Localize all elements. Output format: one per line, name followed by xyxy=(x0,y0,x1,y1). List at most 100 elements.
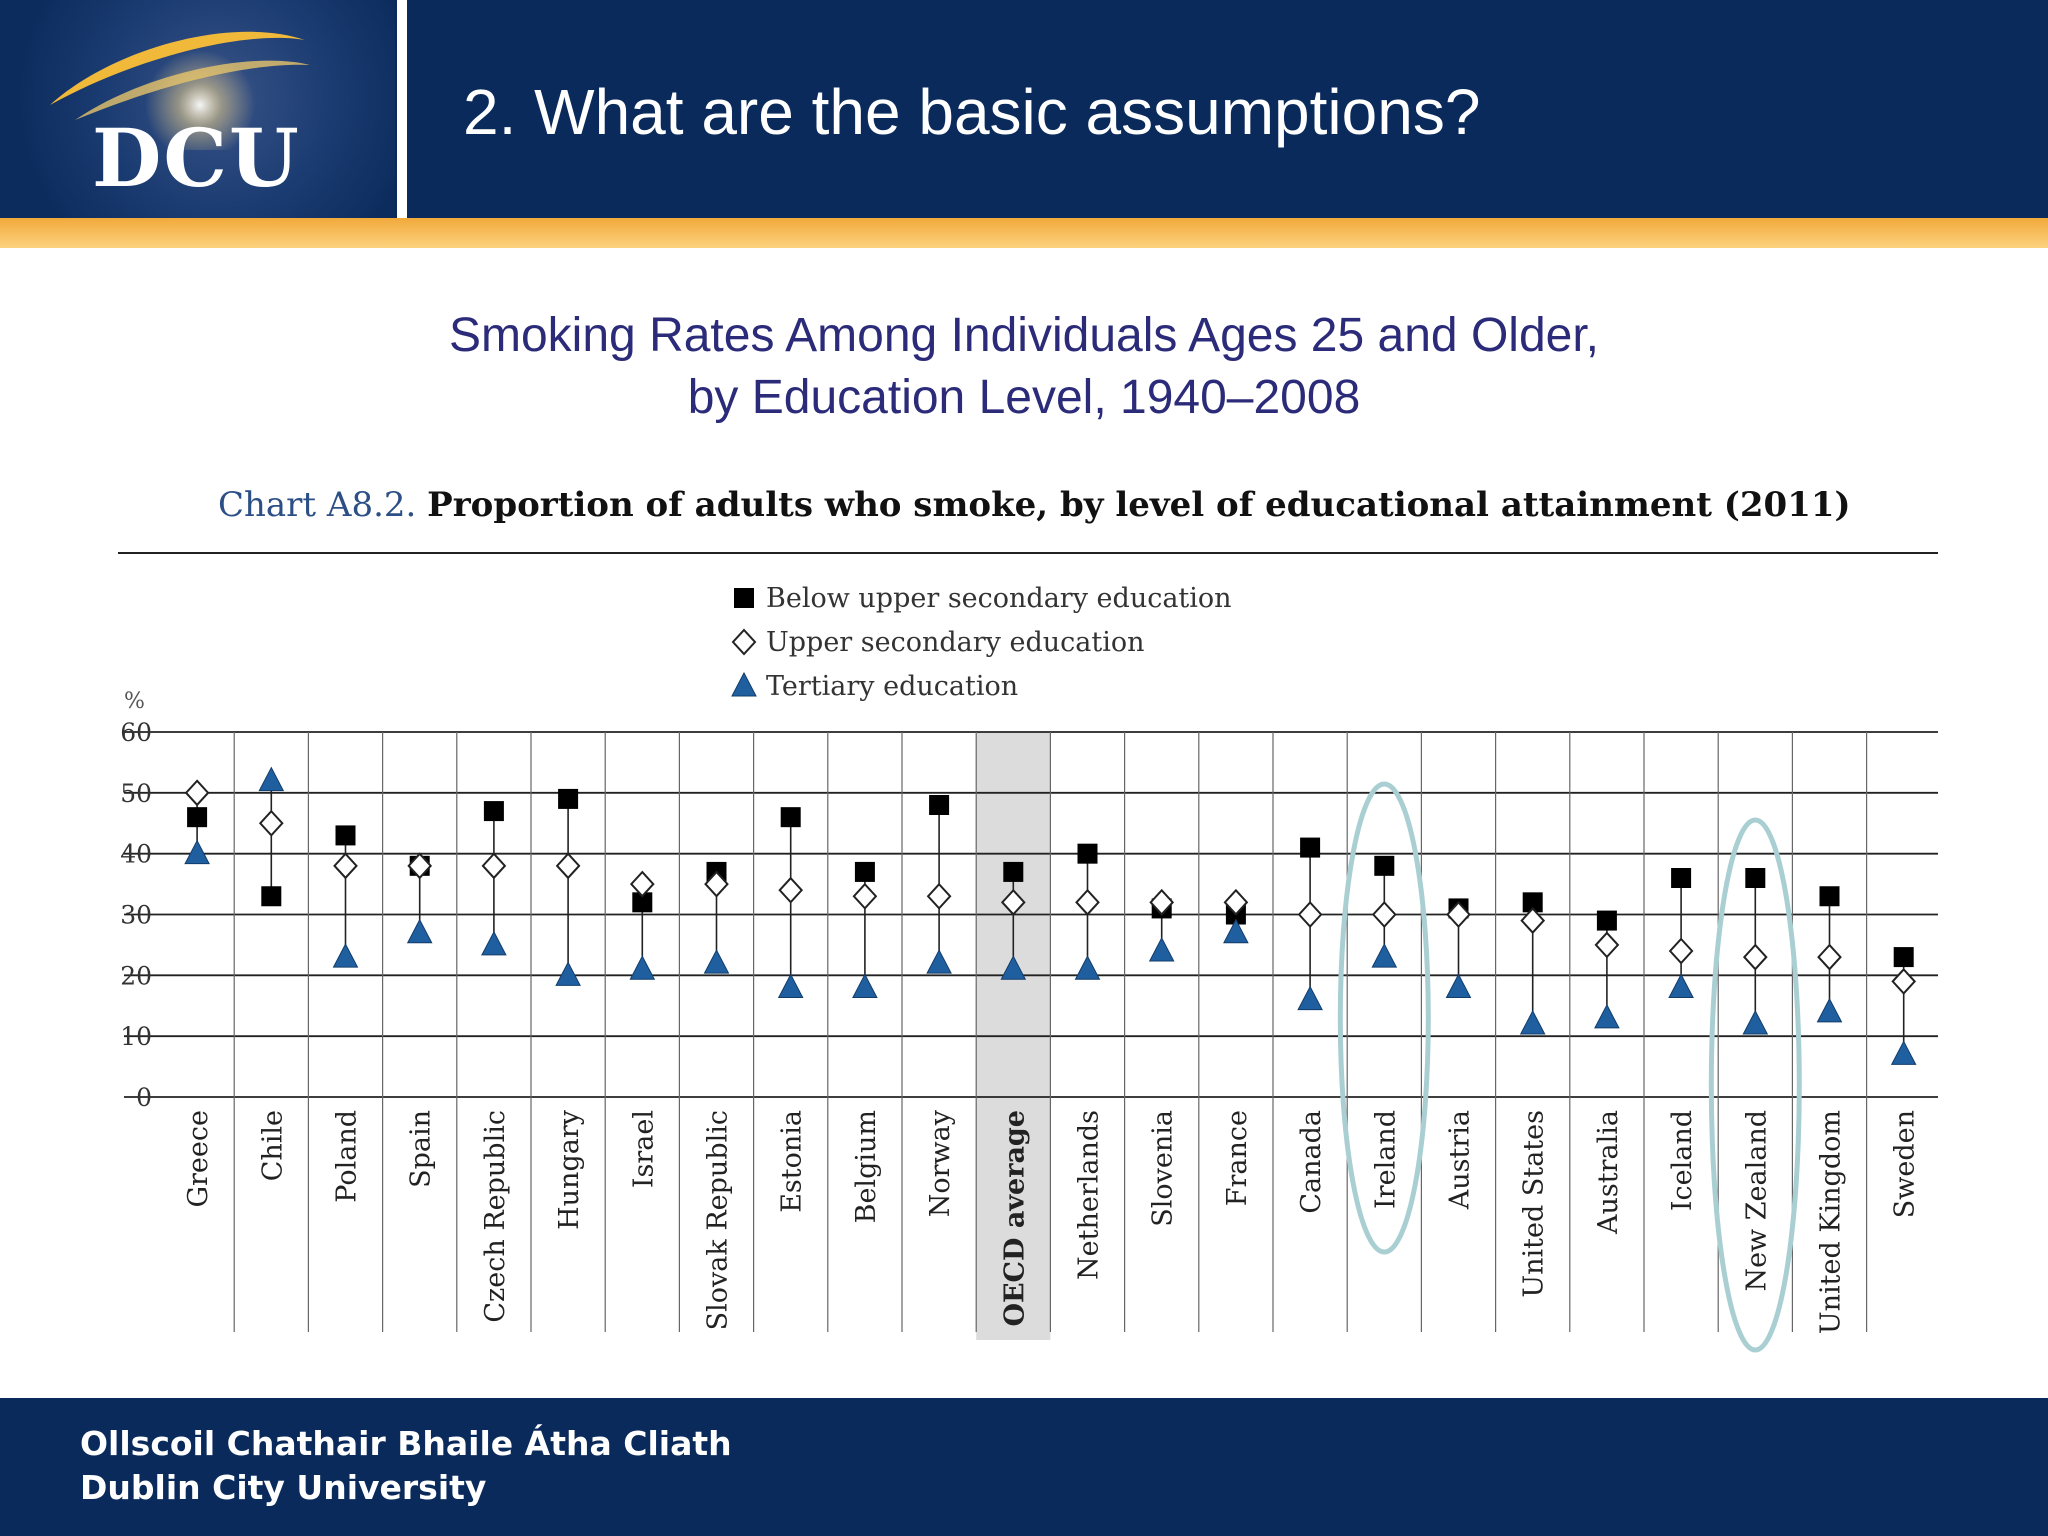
legend-label-tertiary-education: Tertiary education xyxy=(766,671,1018,702)
legend-marker-tertiary-education xyxy=(731,671,757,697)
below-upper-secondary-education-point-czech-republic xyxy=(483,801,504,822)
category-label-france: France xyxy=(1222,1110,1253,1206)
upper-secondary-education-point-spain xyxy=(407,852,433,880)
tertiary-education-point-australia xyxy=(1594,1003,1620,1029)
tertiary-education-point-austria xyxy=(1445,973,1472,998)
upper-secondary-education-point-czech-republic xyxy=(481,852,507,880)
below-upper-secondary-education-point-norway xyxy=(929,795,950,815)
tertiary-education-point-new-zealand xyxy=(1742,1009,1769,1035)
tertiary-education-point-slovak-republic xyxy=(703,949,730,974)
category-label-united-states: United States xyxy=(1519,1110,1550,1298)
category-label-new-zealand: New Zealand xyxy=(1741,1110,1772,1292)
ytick-label-50: 50 xyxy=(120,779,152,808)
tertiary-education-point-sweden xyxy=(1890,1040,1917,1065)
category-label-canada: Canada xyxy=(1296,1110,1327,1214)
legend-marker-upper-secondary-education xyxy=(731,628,757,656)
tertiary-education-point-israel xyxy=(629,955,656,980)
ytick-label-30: 30 xyxy=(120,901,152,930)
upper-secondary-education-point-norway xyxy=(926,882,952,910)
ytick-label-60: 60 xyxy=(120,718,152,747)
category-label-austria: Austria xyxy=(1445,1110,1476,1210)
upper-secondary-education-point-greece xyxy=(184,779,210,807)
upper-secondary-education-point-israel xyxy=(629,870,655,898)
below-upper-secondary-education-point-new-zealand xyxy=(1745,868,1766,888)
below-upper-secondary-education-point-canada xyxy=(1300,837,1321,858)
tertiary-education-point-united-states xyxy=(1519,1009,1546,1035)
ytick-label-10: 10 xyxy=(120,1022,152,1051)
slide-title: 2. What are the basic assumptions? xyxy=(463,76,1481,148)
logo-swoosh-icon xyxy=(50,31,310,150)
upper-secondary-education-point-sweden xyxy=(1891,967,1917,995)
upper-secondary-education-point-france xyxy=(1223,888,1249,916)
below-upper-secondary-education-point-netherlands xyxy=(1077,843,1098,864)
upper-secondary-education-point-poland xyxy=(333,852,358,880)
tertiary-education-point-poland xyxy=(332,943,359,968)
below-upper-secondary-education-point-israel xyxy=(632,892,653,913)
category-label-slovenia: Slovenia xyxy=(1148,1110,1179,1227)
category-label-hungary: Hungary xyxy=(554,1109,585,1230)
tertiary-education-point-oecd-average xyxy=(1000,955,1027,980)
category-label-estonia: Estonia xyxy=(777,1110,808,1213)
logo-text: DCU xyxy=(92,111,301,205)
category-label-sweden: Sweden xyxy=(1890,1110,1921,1218)
category-label-slovak-republic: Slovak Republic xyxy=(703,1110,734,1330)
upper-secondary-education-point-ireland xyxy=(1371,901,1397,928)
footer-university-english: Dublin City University xyxy=(80,1468,487,1507)
upper-secondary-education-point-austria xyxy=(1446,901,1471,928)
tertiary-education-point-estonia xyxy=(777,973,804,998)
category-label-australia: Australia xyxy=(1593,1110,1624,1235)
upper-secondary-education-point-slovenia xyxy=(1149,888,1175,916)
upper-secondary-education-point-canada xyxy=(1297,901,1323,928)
dcu-logo: DCU xyxy=(0,0,395,218)
below-upper-secondary-education-point-belgium xyxy=(854,861,875,882)
tertiary-education-point-chile xyxy=(258,766,285,792)
chart-number: Chart A8.2. xyxy=(218,485,427,525)
below-upper-secondary-education-point-australia xyxy=(1596,910,1617,931)
chart-heading: Chart A8.2. Proportion of adults who smo… xyxy=(218,485,1851,525)
category-label-united-kingdom: United Kingdom xyxy=(1816,1110,1847,1334)
tertiary-education-point-norway xyxy=(926,949,952,974)
below-upper-secondary-education-point-estonia xyxy=(780,807,801,828)
upper-secondary-education-point-chile xyxy=(258,809,284,837)
category-label-israel: Israel xyxy=(628,1110,659,1188)
upper-secondary-education-point-hungary xyxy=(555,852,581,880)
upper-secondary-education-point-iceland xyxy=(1668,937,1694,965)
tertiary-education-point-hungary xyxy=(555,961,581,986)
category-label-greece: Greece xyxy=(183,1110,214,1208)
category-label-belgium: Belgium xyxy=(851,1110,882,1223)
category-label-poland: Poland xyxy=(332,1110,363,1203)
tertiary-education-point-greece xyxy=(184,839,210,865)
category-label-spain: Spain xyxy=(406,1110,437,1188)
header-bar: DCU 2. What are the basic assumptions? xyxy=(0,0,2048,218)
highlight-oval-new-zealand xyxy=(1708,817,1802,1353)
category-label-czech-republic: Czech Republic xyxy=(480,1110,511,1323)
legend-marker-below-upper-secondary-education xyxy=(734,588,754,608)
below-upper-secondary-education-point-greece xyxy=(187,807,208,828)
tertiary-education-point-ireland xyxy=(1371,943,1398,968)
upper-secondary-education-point-united-states xyxy=(1520,907,1546,935)
below-upper-secondary-education-point-oecd-average xyxy=(1003,861,1024,882)
ytick-label-20: 20 xyxy=(120,961,152,990)
below-upper-secondary-education-point-ireland xyxy=(1374,855,1395,876)
upper-secondary-education-point-slovak-republic xyxy=(704,870,729,898)
upper-secondary-education-point-australia xyxy=(1594,931,1620,959)
category-label-ireland: Ireland xyxy=(1370,1110,1401,1209)
tertiary-education-point-canada xyxy=(1297,985,1323,1011)
ytick-label-0: 0 xyxy=(136,1083,152,1112)
legend-label-upper-secondary-education: Upper secondary education xyxy=(766,627,1145,658)
below-upper-secondary-education-point-hungary xyxy=(558,788,579,809)
below-upper-secondary-education-point-sweden xyxy=(1893,947,1914,968)
tertiary-education-point-iceland xyxy=(1668,973,1694,998)
accent-bar xyxy=(0,218,2048,248)
highlight-oval-ireland xyxy=(1337,781,1431,1255)
upper-secondary-education-point-belgium xyxy=(852,882,878,910)
category-label-chile: Chile xyxy=(257,1110,288,1181)
tertiary-education-point-belgium xyxy=(852,973,878,998)
tertiary-education-point-united-kingdom xyxy=(1816,997,1843,1023)
tertiary-education-point-netherlands xyxy=(1074,955,1101,980)
upper-secondary-education-point-netherlands xyxy=(1075,888,1100,916)
tertiary-education-point-slovenia xyxy=(1148,936,1175,962)
chart-title: Proportion of adults who smoke, by level… xyxy=(427,485,1850,525)
upper-secondary-education-point-oecd-average xyxy=(1000,888,1026,916)
upper-secondary-education-point-new-zealand xyxy=(1742,943,1768,971)
